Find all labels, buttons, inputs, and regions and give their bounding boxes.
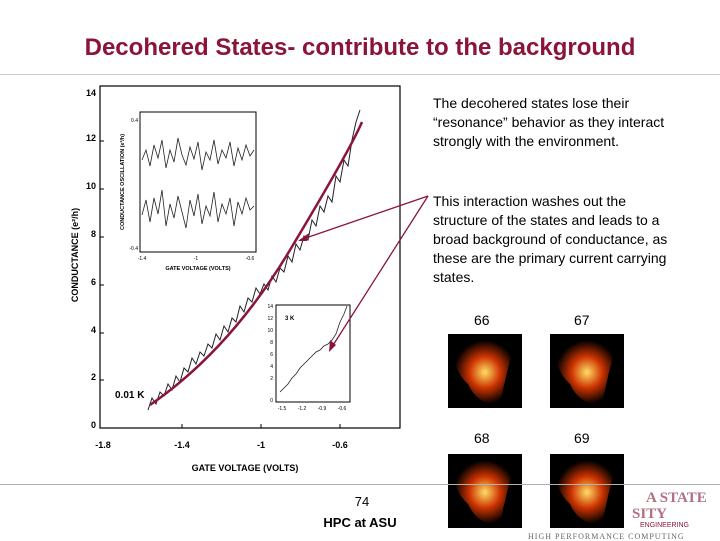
y-tick-6: 6 <box>91 277 96 287</box>
logo-line-1: A STATE <box>646 490 707 506</box>
inset-top-y-label: CONDUCTANCE OSCILLATION (e²/h) <box>119 134 126 230</box>
main-annotation: 0.01 K <box>115 390 145 401</box>
state-label-68: 68 <box>474 430 490 446</box>
state-image-69 <box>550 454 624 528</box>
inset-bottom-xtick-3: -0.9 <box>318 406 327 412</box>
x-tick-1: -1.8 <box>95 440 111 450</box>
arrowhead-curve <box>298 233 309 241</box>
logo-line-4: HIGH PERFORMANCE COMPUTING <box>528 532 685 541</box>
inset-top-xtick-1: -1.4 <box>138 256 147 262</box>
inset-bottom-ytick-14: 14 <box>267 304 273 310</box>
inset-top-xtick-2: -1 <box>194 256 199 262</box>
inset-bottom-ytick-6: 6 <box>270 352 273 358</box>
inset-top-ytick-1: 0.4 <box>131 118 138 124</box>
logo-line-3: ENGINEERING <box>640 522 690 529</box>
y-tick-12: 12 <box>86 133 96 143</box>
arrow-to-inset <box>329 195 429 351</box>
state-label-67: 67 <box>574 312 590 328</box>
inset-bottom-ytick-12: 12 <box>267 316 273 322</box>
x-tick-4: -0.6 <box>332 440 348 450</box>
y-tick-10: 10 <box>86 181 96 191</box>
inset-top-curve-2 <box>141 189 255 229</box>
state-image-66 <box>448 334 522 408</box>
state-image-68 <box>448 454 522 528</box>
x-tick-2: -1.4 <box>174 440 190 450</box>
inset-top-xtick-3: -0.6 <box>246 256 255 262</box>
inset-bottom-frame <box>275 304 351 403</box>
inset-bottom-curve <box>279 305 348 393</box>
inset-bottom-ytick-8: 8 <box>270 340 273 346</box>
description-paragraph-2: This interaction washes out the structur… <box>433 193 668 285</box>
y-tick-8: 8 <box>91 229 96 239</box>
main-x-label: GATE VOLTAGE (VOLTS) <box>192 463 299 473</box>
arrowhead-inset <box>329 340 336 352</box>
inset-top-frame <box>139 111 257 253</box>
state-image-67 <box>550 334 624 408</box>
state-label-66: 66 <box>474 312 490 328</box>
footer-text: HPC at ASU <box>323 515 397 530</box>
title-divider <box>0 74 720 75</box>
slide-title: Decohered States- contribute to the back… <box>84 34 636 61</box>
logo-line-2: SITY <box>632 506 668 522</box>
inset-bottom-xtick-1: -1.5 <box>278 406 287 412</box>
inset-top-curve-1 <box>141 137 255 171</box>
inset-bottom-ytick-2: 2 <box>270 376 273 382</box>
y-tick-2: 2 <box>91 372 96 382</box>
x-tick-3: -1 <box>257 440 265 450</box>
y-tick-0: 0 <box>91 420 96 430</box>
footer-divider <box>0 484 720 485</box>
inset-bottom-ytick-0: 0 <box>270 398 273 404</box>
inset-bottom-ytick-4: 4 <box>270 364 273 370</box>
y-tick-4: 4 <box>91 325 96 335</box>
state-label-69: 69 <box>574 430 590 446</box>
inset-bottom-annotation: 3 K <box>285 316 295 322</box>
slide-number: 74 <box>354 494 370 509</box>
main-y-label: CONDUCTANCE (e²/h) <box>70 208 80 302</box>
inset-top-x-label: GATE VOLTAGE (VOLTS) <box>165 266 230 272</box>
y-tick-14: 14 <box>86 88 96 98</box>
inset-bottom-xtick-2: -1.2 <box>298 406 307 412</box>
inset-top-ytick-2: -0.4 <box>129 246 138 252</box>
main-conductance-curve <box>147 109 361 411</box>
inset-bottom-ytick-10: 10 <box>267 328 273 334</box>
arrow-to-curve <box>299 195 429 241</box>
description-paragraph-1: The decohered states lose their “resonan… <box>433 95 665 149</box>
inset-bottom-xtick-4: -0.6 <box>338 406 347 412</box>
main-trend-curve <box>149 121 364 407</box>
